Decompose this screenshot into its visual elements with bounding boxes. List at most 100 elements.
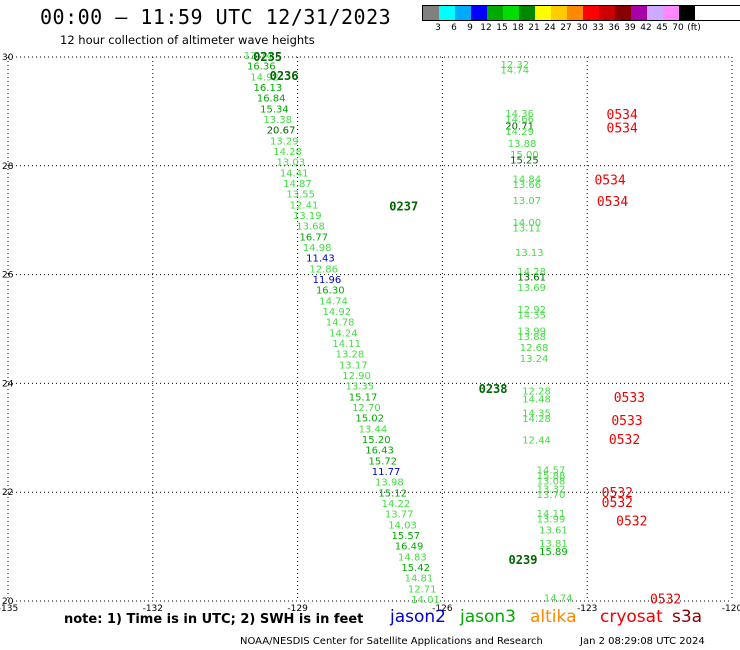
legend-swatch xyxy=(599,6,615,20)
pass-time-label: 0236 xyxy=(270,69,299,83)
pass-time-label: 0532 xyxy=(616,514,647,529)
wave-height-reading: 13.17 xyxy=(339,360,368,371)
legend-swatch xyxy=(663,6,679,20)
legend-swatch xyxy=(615,6,631,20)
wave-height-reading: 13.35 xyxy=(346,382,375,393)
wave-height-reading: 14.22 xyxy=(382,499,411,510)
legend-label: 27 xyxy=(560,23,572,33)
wave-height-reading: 13.19 xyxy=(293,211,322,222)
pass-time-label: 0534 xyxy=(607,108,638,123)
wave-height-reading: 13.32 xyxy=(537,484,566,495)
wave-height-reading: 13.99 xyxy=(537,514,566,525)
wave-height-reading: 13.08 xyxy=(537,476,566,487)
legend-swatch xyxy=(679,6,695,20)
wave-height-reading: 13.99 xyxy=(517,327,546,338)
legend-label: 39 xyxy=(624,23,636,33)
legend-label: 70 xyxy=(672,23,684,33)
wave-height-reading: 13.07 xyxy=(513,196,542,207)
wave-height-reading: 20.67 xyxy=(267,126,296,137)
legend-label: 3 xyxy=(435,23,441,33)
lat-tick-label: 30 xyxy=(2,53,14,63)
pass-time-label: 0533 xyxy=(611,414,642,429)
wave-height-reading: 12.32 xyxy=(500,60,529,71)
lat-tick-label: 24 xyxy=(2,379,14,389)
pass-time-label: 0532 xyxy=(602,486,633,501)
wave-height-reading: 14.66 xyxy=(505,115,534,126)
wave-height-reading: 13.74 xyxy=(244,51,273,62)
legend-label: 12 xyxy=(480,23,492,33)
pass-time-label: 0534 xyxy=(597,195,628,210)
wave-height-reading: 14.41 xyxy=(280,168,309,179)
legend-swatch xyxy=(551,6,567,20)
wave-height-reading: 16.36 xyxy=(247,62,276,73)
wave-height-reading: 15.42 xyxy=(401,563,430,574)
wave-height-reading: 14.35 xyxy=(517,310,546,321)
wave-height-reading: 13.81 xyxy=(539,539,568,550)
wave-height-reading: 13.61 xyxy=(517,272,546,283)
wave-height-reading: 15.20 xyxy=(362,435,391,446)
map-title: 00:00 – 11:59 UTC 12/31/2023 xyxy=(40,5,392,29)
wave-height-reading: 13.88 xyxy=(517,332,546,343)
wave-height-reading: 13.11 xyxy=(513,223,542,234)
wave-height-reading: 14.36 xyxy=(505,109,534,120)
wave-height-reading: 14.29 xyxy=(505,127,534,138)
wave-height-reading: 13.69 xyxy=(517,283,546,294)
legend-label: 36 xyxy=(608,23,620,33)
wave-height-reading: 14.78 xyxy=(326,318,355,329)
legend-label: 42 xyxy=(640,23,652,33)
wave-height-reading: 15.72 xyxy=(368,456,397,467)
wave-height-reading: 14.11 xyxy=(537,509,566,520)
wave-height-reading: 15.00 xyxy=(510,150,539,161)
legend-swatch xyxy=(519,6,535,20)
legend-swatch xyxy=(455,6,471,20)
wave-height-reading: 16.43 xyxy=(365,446,394,457)
satellite-name-jason2: jason2 xyxy=(390,607,446,627)
wave-height-reading: 14.24 xyxy=(329,328,358,339)
pass-time-label: 0534 xyxy=(594,173,625,188)
wave-height-reading: 13.29 xyxy=(270,136,299,147)
satellite-name-jason3: jason3 xyxy=(460,607,516,627)
legend-label: 30 xyxy=(576,23,588,33)
lon-tick-label: -135 xyxy=(0,604,18,614)
lon-tick-label: -126 xyxy=(432,604,453,614)
legend-swatch xyxy=(631,6,647,20)
pass-time-label: 0237 xyxy=(389,200,418,214)
wave-height-reading: 13.28 xyxy=(336,350,365,361)
wave-height-reading: 12.68 xyxy=(520,343,549,354)
legend-label: 45 xyxy=(656,23,668,33)
lon-tick-label: -120 xyxy=(722,604,740,614)
legend-swatch xyxy=(583,6,599,20)
legend-label: 15 xyxy=(496,23,508,33)
wave-height-reading: 13.44 xyxy=(359,424,388,435)
wave-height-reading: 13.24 xyxy=(520,354,549,365)
legend-color-bar xyxy=(422,5,740,21)
wave-height-reading: 13.03 xyxy=(277,158,306,169)
wave-height-reading: 12.44 xyxy=(522,436,551,447)
wave-height-reading: 14.03 xyxy=(388,520,417,531)
wave-height-reading: 14.57 xyxy=(537,465,566,476)
legend-label: 21 xyxy=(528,23,540,33)
wave-height-reading: 16.30 xyxy=(316,286,345,297)
wave-height-reading: 13.38 xyxy=(263,115,292,126)
credit-line: NOAA/NESDIS Center for Satellite Applica… xyxy=(240,636,543,647)
wave-height-reading: 13.88 xyxy=(508,139,537,150)
generated-timestamp: Jan 2 08:29:08 UTC 2024 xyxy=(580,636,705,647)
pass-time-label: 0239 xyxy=(509,553,538,567)
footer-note: note: 1) Time is in UTC; 2) SWH is in fe… xyxy=(64,612,364,627)
wave-height-reading: 13.68 xyxy=(296,222,325,233)
wave-height-reading: 15.88 xyxy=(537,471,566,482)
wave-height-reading: 15.34 xyxy=(260,104,289,115)
wave-height-reading: 14.01 xyxy=(411,595,440,606)
wave-height-reading: 11.96 xyxy=(313,275,342,286)
wave-height-reading: 13.70 xyxy=(537,490,566,501)
legend-swatch xyxy=(471,6,487,20)
pass-time-label: 0533 xyxy=(614,391,645,406)
pass-time-label: 0532 xyxy=(602,496,633,511)
pass-time-label: 0238 xyxy=(479,382,508,396)
satellite-name-altika: altika xyxy=(530,607,577,627)
wave-height-reading: 14.84 xyxy=(513,174,542,185)
wave-height-reading: 14.98 xyxy=(303,243,332,254)
wave-height-reading: 13.77 xyxy=(385,510,414,521)
wave-height-reading: 16.84 xyxy=(257,94,286,105)
